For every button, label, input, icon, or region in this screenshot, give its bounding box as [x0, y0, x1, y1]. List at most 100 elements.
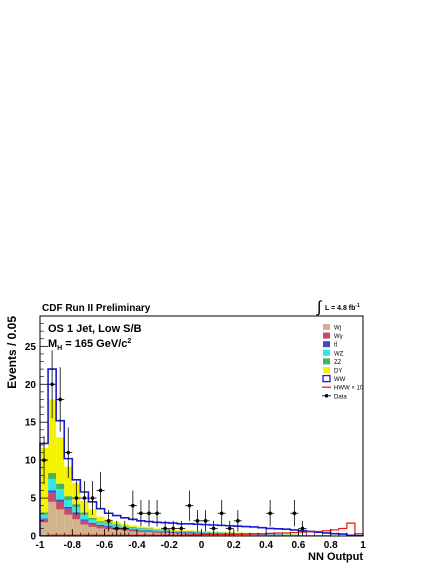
- bar-w-13: [144, 531, 154, 533]
- x-tick-label-0: -1: [36, 540, 45, 551]
- bar-w-7: [96, 526, 105, 529]
- x-tick-label-5: 0: [199, 540, 205, 551]
- data-point-7: [96, 471, 105, 510]
- bar-w-18: [185, 532, 194, 534]
- bar-wz-11: [128, 527, 137, 530]
- bar-wj-22: [217, 534, 226, 536]
- data-point-16: [169, 520, 178, 536]
- svg-text:Wj: Wj: [334, 326, 341, 332]
- bar-tt-5: [80, 519, 89, 521]
- bar-wz-19: [193, 531, 202, 533]
- bar-wz-22: [217, 532, 226, 534]
- legend-item-wj: Wj: [323, 324, 341, 332]
- y-axis-title: Events / 0.05: [5, 316, 19, 389]
- integral-sign: ∫: [316, 299, 323, 316]
- bar-tt-6: [88, 522, 97, 524]
- data-point-28: [266, 500, 275, 527]
- x-tick-label-8: 0.6: [291, 540, 305, 551]
- plot-background: [40, 316, 363, 536]
- bar-wz-5: [80, 514, 89, 520]
- data-point-8: [104, 510, 113, 532]
- bar-wj-4: [72, 519, 81, 536]
- bar-w-19: [193, 533, 202, 535]
- bar-w-11: [128, 529, 137, 532]
- bar-tt-12: [136, 530, 145, 532]
- legend-item-dy: DY: [323, 367, 342, 375]
- data-point-2: [56, 367, 65, 432]
- legend-item-ww: WW: [322, 374, 346, 383]
- bar-wj-0: [40, 522, 49, 536]
- bar-zz-0: [40, 512, 49, 515]
- data-point-14: [153, 500, 162, 527]
- legend-item-hww-10: HWW × 10: [322, 386, 364, 392]
- bar-wj-3: [64, 514, 73, 536]
- bar-wz-0: [40, 514, 49, 519]
- data-point-13: [144, 500, 154, 527]
- bar-zz-2: [56, 483, 65, 489]
- data-point-1: [48, 350, 57, 419]
- bar-tt-19: [193, 532, 202, 534]
- bar-w-4: [72, 514, 81, 520]
- y-tick-label-0: 0: [30, 532, 36, 543]
- data-point-11: [128, 490, 137, 521]
- x-tick-label-10: 1: [360, 540, 366, 551]
- bar-wj-26: [249, 534, 259, 536]
- bar-tt-2: [56, 499, 65, 502]
- bar-tt-3: [64, 506, 73, 509]
- svg-text:Wγ: Wγ: [334, 334, 343, 340]
- data-point-15: [161, 520, 170, 536]
- bar-dy-18: [185, 530, 194, 532]
- bar-wj-14: [153, 532, 162, 536]
- data-point-23: [225, 520, 234, 536]
- x-tick-label-1: -0.8: [64, 540, 82, 551]
- y-tick-label-3: 15: [25, 418, 37, 429]
- data-point-17: [177, 520, 186, 536]
- data-point-24: [233, 510, 242, 532]
- bar-wj-24: [233, 534, 242, 536]
- bar-w-5: [80, 520, 89, 525]
- bar-wz-20: [201, 532, 210, 533]
- bar-wj-1: [48, 501, 57, 536]
- bar-wj-6: [88, 526, 97, 536]
- bar-w-12: [136, 531, 145, 533]
- mass-label: MH = 165 GeV/c2: [48, 338, 131, 352]
- bar-w-0: [40, 519, 49, 523]
- plot-area: -1 -0.8 -0.6 -0.4 -0.2 0 0.2 0.4 0.6 0.8 105101520…: [25, 315, 366, 551]
- data-point-3: [64, 427, 73, 478]
- legend-item-tt-: tt̄: [323, 341, 338, 349]
- y-tick-label-2: 10: [25, 456, 37, 467]
- bar-w-3: [64, 508, 73, 515]
- bar-wj-11: [128, 531, 137, 536]
- lumi-label: ∫ L = 4.8 fb-1: [316, 299, 360, 316]
- bar-wz-1: [48, 479, 57, 491]
- svg-text:ZZ: ZZ: [334, 360, 342, 366]
- bar-zz-11: [128, 526, 137, 528]
- bar-dy-7: [96, 516, 105, 522]
- bar-dy-13: [144, 526, 154, 529]
- data-point-20: [201, 510, 210, 532]
- bar-wz-7: [96, 522, 105, 525]
- bar-wj-2: [56, 509, 65, 536]
- bar-tt-0: [40, 518, 49, 520]
- bar-wj-5: [80, 524, 89, 536]
- lumi-text: L = 4.8 fb-1: [325, 303, 360, 312]
- x-tick-label-7: 0.4: [259, 540, 273, 551]
- data-point-6: [88, 481, 97, 516]
- bar-wz-2: [56, 488, 65, 500]
- svg-text:Data: Data: [334, 394, 347, 400]
- bar-zz-14: [153, 529, 162, 531]
- data-point-21: [209, 520, 218, 536]
- legend-item-w-: Wγ: [323, 332, 343, 340]
- data-point-4: [72, 481, 81, 516]
- bar-zz-3: [64, 496, 73, 500]
- bar-zz-1: [48, 473, 57, 480]
- bar-tt-7: [96, 525, 105, 527]
- data-point-5: [80, 481, 89, 516]
- svg-text:HWW × 10: HWW × 10: [334, 386, 364, 392]
- data-point-10: [120, 520, 129, 536]
- y-tick-label-5: 25: [25, 342, 37, 353]
- x-tick-label-4: -0.2: [161, 540, 179, 551]
- bar-dy-1: [48, 399, 57, 474]
- bar-dy-3: [64, 466, 73, 497]
